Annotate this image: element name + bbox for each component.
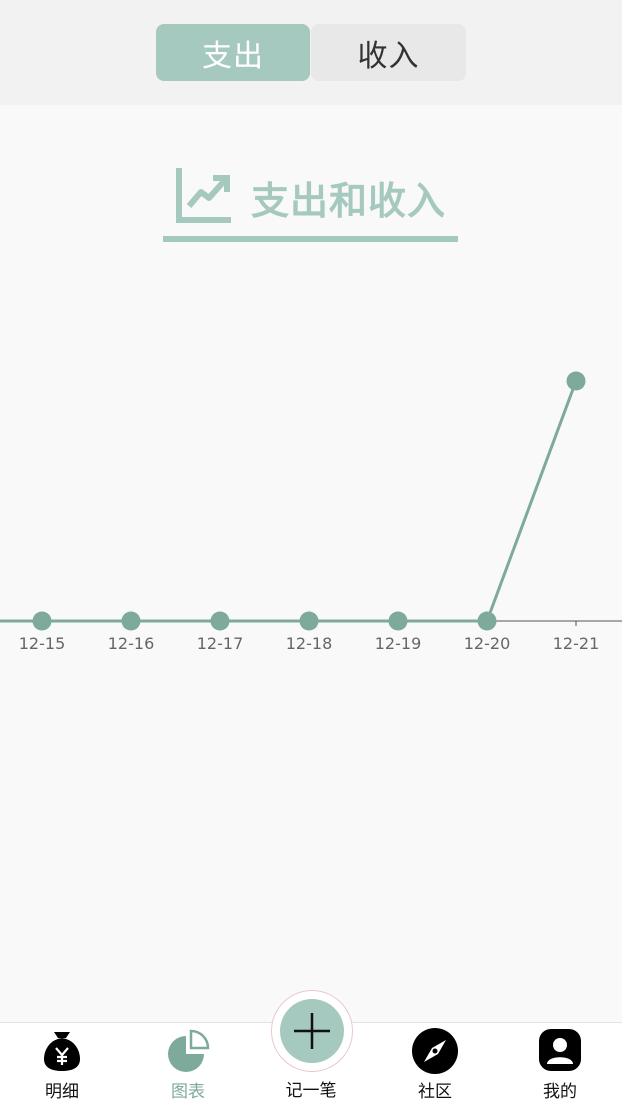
data-point[interactable] bbox=[388, 611, 408, 631]
top-bar: 支出 收入 bbox=[0, 0, 622, 105]
tab-chart-label: 图表 bbox=[171, 1082, 205, 1102]
segment-expense[interactable]: 支出 bbox=[156, 24, 310, 81]
data-point[interactable] bbox=[477, 611, 497, 631]
profile-icon bbox=[539, 1029, 581, 1071]
money-bag-icon bbox=[44, 1032, 80, 1071]
compass-icon bbox=[412, 1028, 458, 1074]
tab-detail-label: 明细 bbox=[45, 1082, 79, 1102]
x-tick-label: 12-19 bbox=[375, 634, 422, 653]
add-record-button[interactable] bbox=[271, 990, 353, 1072]
data-point[interactable] bbox=[299, 611, 319, 631]
section-title: 支出和收入 bbox=[163, 160, 458, 244]
x-tick-label: 12-16 bbox=[108, 634, 155, 653]
line-chart: 12-15 12-16 12-17 12-18 12-19 12-20 12-21 bbox=[0, 371, 622, 653]
data-point[interactable] bbox=[32, 611, 52, 631]
data-point[interactable] bbox=[121, 611, 141, 631]
x-tick-label: 12-17 bbox=[197, 634, 244, 653]
add-record-label: 记一笔 bbox=[285, 1081, 337, 1101]
tab-community[interactable]: 社区 bbox=[373, 1023, 497, 1104]
x-tick-label: 12-18 bbox=[286, 634, 333, 653]
section-title-label: 支出和收入 bbox=[251, 179, 447, 223]
line-chart-icon bbox=[176, 168, 231, 223]
segment-income[interactable]: 收入 bbox=[311, 24, 466, 81]
x-tick-label: 12-20 bbox=[464, 634, 511, 653]
section-title-underline bbox=[163, 236, 458, 242]
x-tick-label: 12-15 bbox=[19, 634, 66, 653]
tab-detail[interactable]: 明细 bbox=[0, 1023, 124, 1104]
plus-icon bbox=[294, 1013, 330, 1049]
x-tick-label: 12-21 bbox=[553, 634, 600, 653]
data-point[interactable] bbox=[566, 371, 586, 391]
pie-chart-icon bbox=[168, 1029, 210, 1072]
tab-profile[interactable]: 我的 bbox=[498, 1023, 622, 1104]
series-line bbox=[0, 380, 578, 623]
data-point[interactable] bbox=[210, 611, 230, 631]
add-record-circle bbox=[280, 999, 344, 1063]
tab-profile-label: 我的 bbox=[543, 1082, 577, 1102]
tab-chart[interactable]: 图表 bbox=[126, 1023, 250, 1104]
tab-community-label: 社区 bbox=[418, 1082, 452, 1102]
